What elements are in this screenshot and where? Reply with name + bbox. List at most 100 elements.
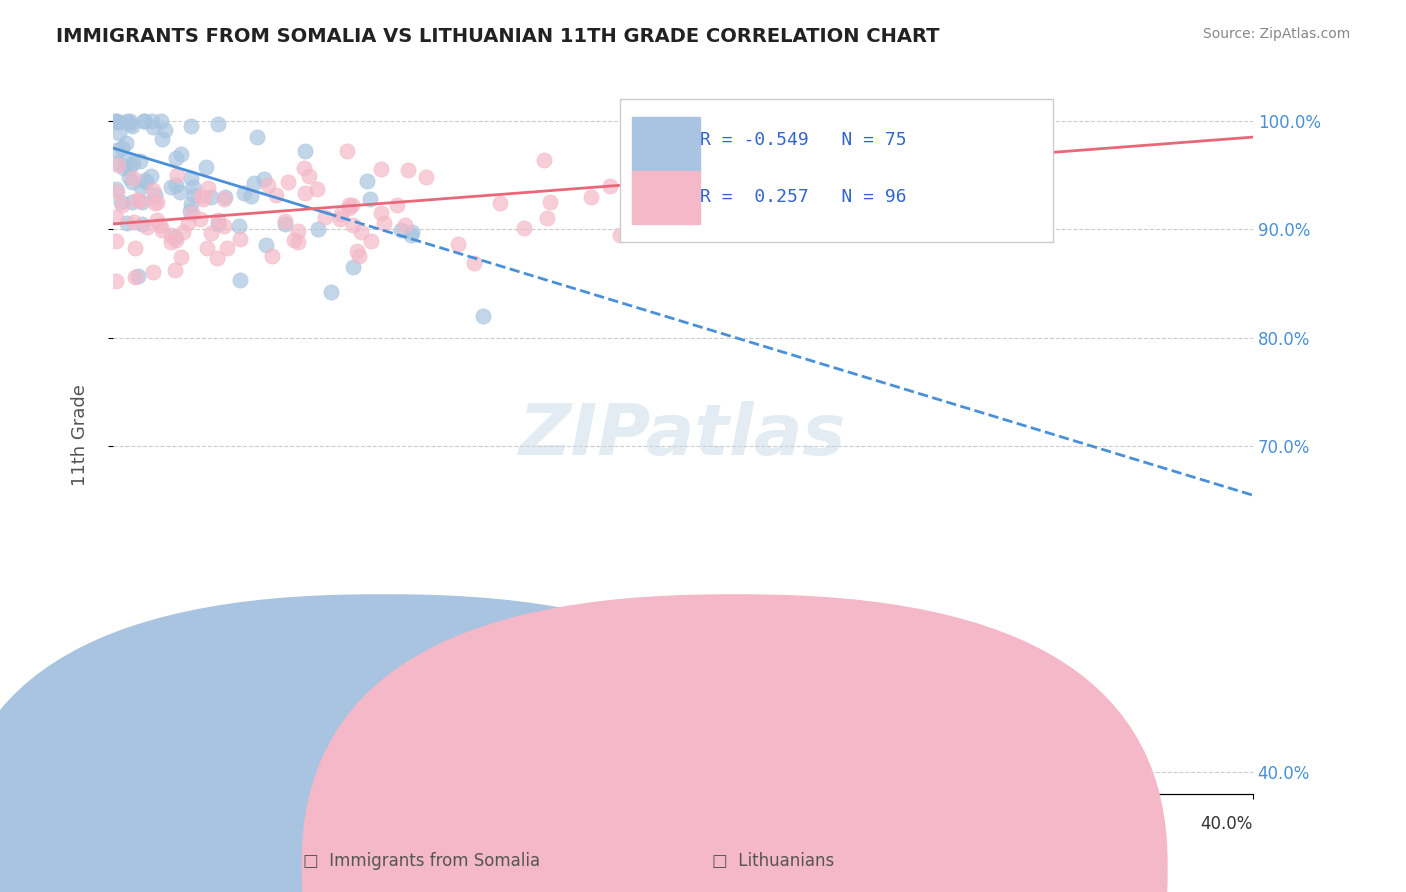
Point [104, 113, 127, 128]
Point [360, 234, 382, 248]
Point [129, 154, 152, 169]
Point [180, 197, 202, 211]
Point [195, 241, 218, 255]
Text: ZIPatlas: ZIPatlas [519, 401, 846, 470]
Point [160, 180, 183, 194]
Point [122, 171, 145, 186]
Point [538, 195, 561, 210]
Point [129, 194, 152, 208]
Point [145, 212, 167, 227]
Point [107, 127, 129, 141]
Point [143, 187, 166, 202]
Point [305, 182, 328, 196]
Point [664, 172, 686, 186]
Point [745, 191, 768, 205]
Point [120, 159, 142, 173]
Point [150, 223, 173, 237]
Point [627, 203, 650, 218]
Point [122, 156, 145, 170]
Point [337, 201, 360, 215]
Point [277, 175, 299, 189]
Point [129, 180, 152, 194]
Point [153, 123, 176, 137]
Point [336, 144, 359, 158]
Point [124, 269, 146, 284]
Point [370, 161, 392, 176]
Point [472, 309, 495, 323]
Point [858, 161, 880, 175]
Point [623, 170, 645, 185]
Point [200, 190, 222, 204]
Text: IMMIGRANTS FROM SOMALIA VS LITHUANIAN 11TH GRADE CORRELATION CHART: IMMIGRANTS FROM SOMALIA VS LITHUANIAN 11… [56, 27, 939, 45]
Point [214, 189, 236, 203]
Text: Source: ZipAtlas.com: Source: ZipAtlas.com [1202, 27, 1350, 41]
Point [111, 198, 134, 212]
Point [803, 180, 825, 194]
Point [127, 193, 149, 207]
Point [731, 147, 754, 161]
Y-axis label: 11th Grade: 11th Grade [72, 384, 89, 486]
Point [107, 158, 129, 172]
Point [169, 147, 191, 161]
Point [207, 117, 229, 131]
Point [111, 141, 134, 155]
Point [105, 143, 128, 157]
Point [165, 178, 187, 192]
Point [342, 260, 364, 275]
Point [110, 195, 132, 210]
Text: R =  0.257   N = 96: R = 0.257 N = 96 [700, 188, 907, 206]
Point [877, 120, 900, 135]
Point [104, 113, 127, 128]
Point [165, 233, 187, 247]
Point [728, 203, 751, 218]
Point [229, 232, 252, 246]
Point [207, 251, 229, 265]
Point [346, 244, 368, 259]
Point [294, 144, 316, 158]
Point [401, 225, 423, 239]
Point [370, 206, 392, 220]
Point [207, 213, 229, 227]
Text: □  Lithuanians: □ Lithuanians [713, 852, 834, 870]
Point [401, 227, 423, 242]
Point [294, 186, 316, 200]
Point [609, 228, 631, 243]
Point [356, 173, 378, 187]
Point [124, 241, 146, 255]
Point [347, 249, 370, 263]
Point [139, 169, 162, 183]
Point [143, 195, 166, 210]
Point [166, 168, 188, 182]
Point [447, 237, 470, 252]
Point [160, 235, 183, 250]
Point [104, 182, 127, 196]
Point [692, 182, 714, 196]
Point [115, 136, 138, 150]
Point [266, 188, 288, 202]
Point [105, 185, 128, 199]
Point [191, 192, 214, 206]
FancyBboxPatch shape [631, 117, 700, 170]
Point [169, 185, 191, 199]
Point [389, 223, 412, 237]
Point [132, 113, 155, 128]
Point [120, 117, 142, 131]
Point [463, 256, 485, 270]
Point [131, 195, 153, 210]
Point [513, 220, 536, 235]
Point [359, 192, 381, 206]
Point [283, 233, 305, 247]
Point [131, 217, 153, 231]
Point [200, 226, 222, 240]
Point [118, 113, 141, 128]
Point [183, 188, 205, 202]
Text: 40.0%: 40.0% [1201, 815, 1253, 833]
Point [240, 189, 263, 203]
Point [179, 204, 201, 219]
Point [104, 210, 127, 224]
Point [298, 169, 321, 184]
Point [385, 197, 408, 211]
Point [121, 119, 143, 133]
Point [118, 169, 141, 184]
Point [105, 115, 128, 129]
